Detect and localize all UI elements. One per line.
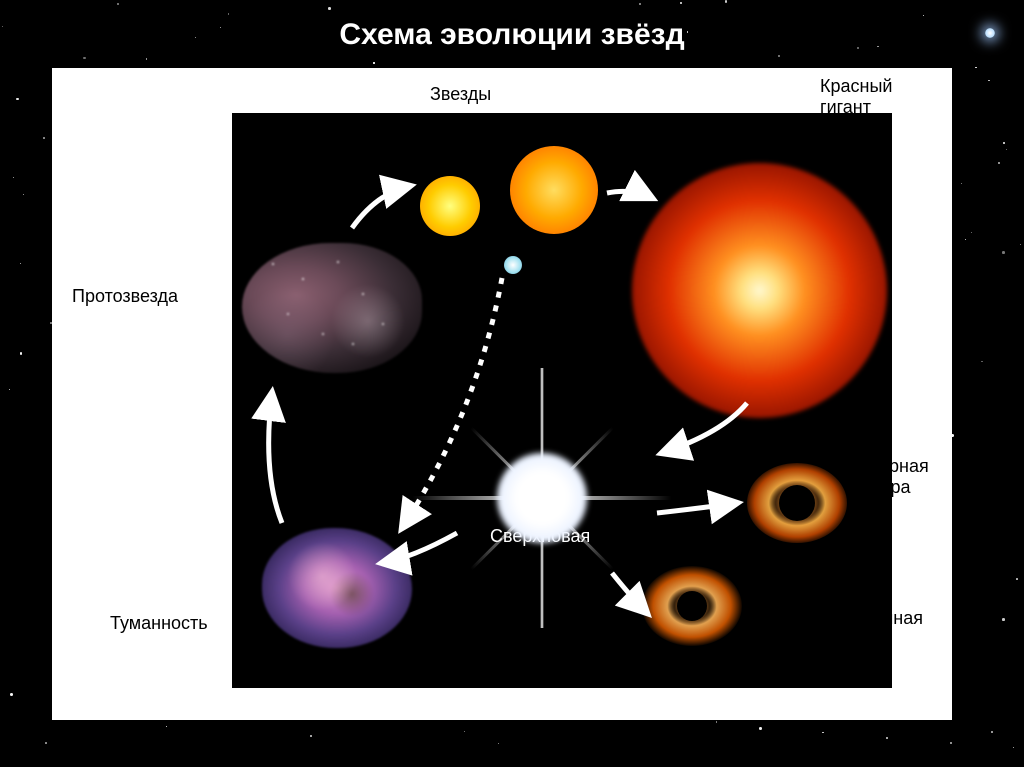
node-nebula [262,528,412,648]
node-protostar [242,243,422,373]
label-red-giant: Красный гигант [820,76,892,118]
node-star-large [510,146,598,234]
label-protostar: Протозвезда [72,286,178,307]
node-supernova [412,368,672,628]
label-nebula: Туманность [110,613,208,634]
diagram-frame: Звезды Красный гигант Протозвезда Черная… [52,68,952,720]
node-black-hole [747,463,847,543]
node-tiny-cyan [504,256,522,274]
node-neutron-star [642,566,742,646]
node-star-small [420,176,480,236]
label-stars: Звезды [430,84,491,105]
diagram-title: Схема эволюции звёзд [0,18,1024,52]
